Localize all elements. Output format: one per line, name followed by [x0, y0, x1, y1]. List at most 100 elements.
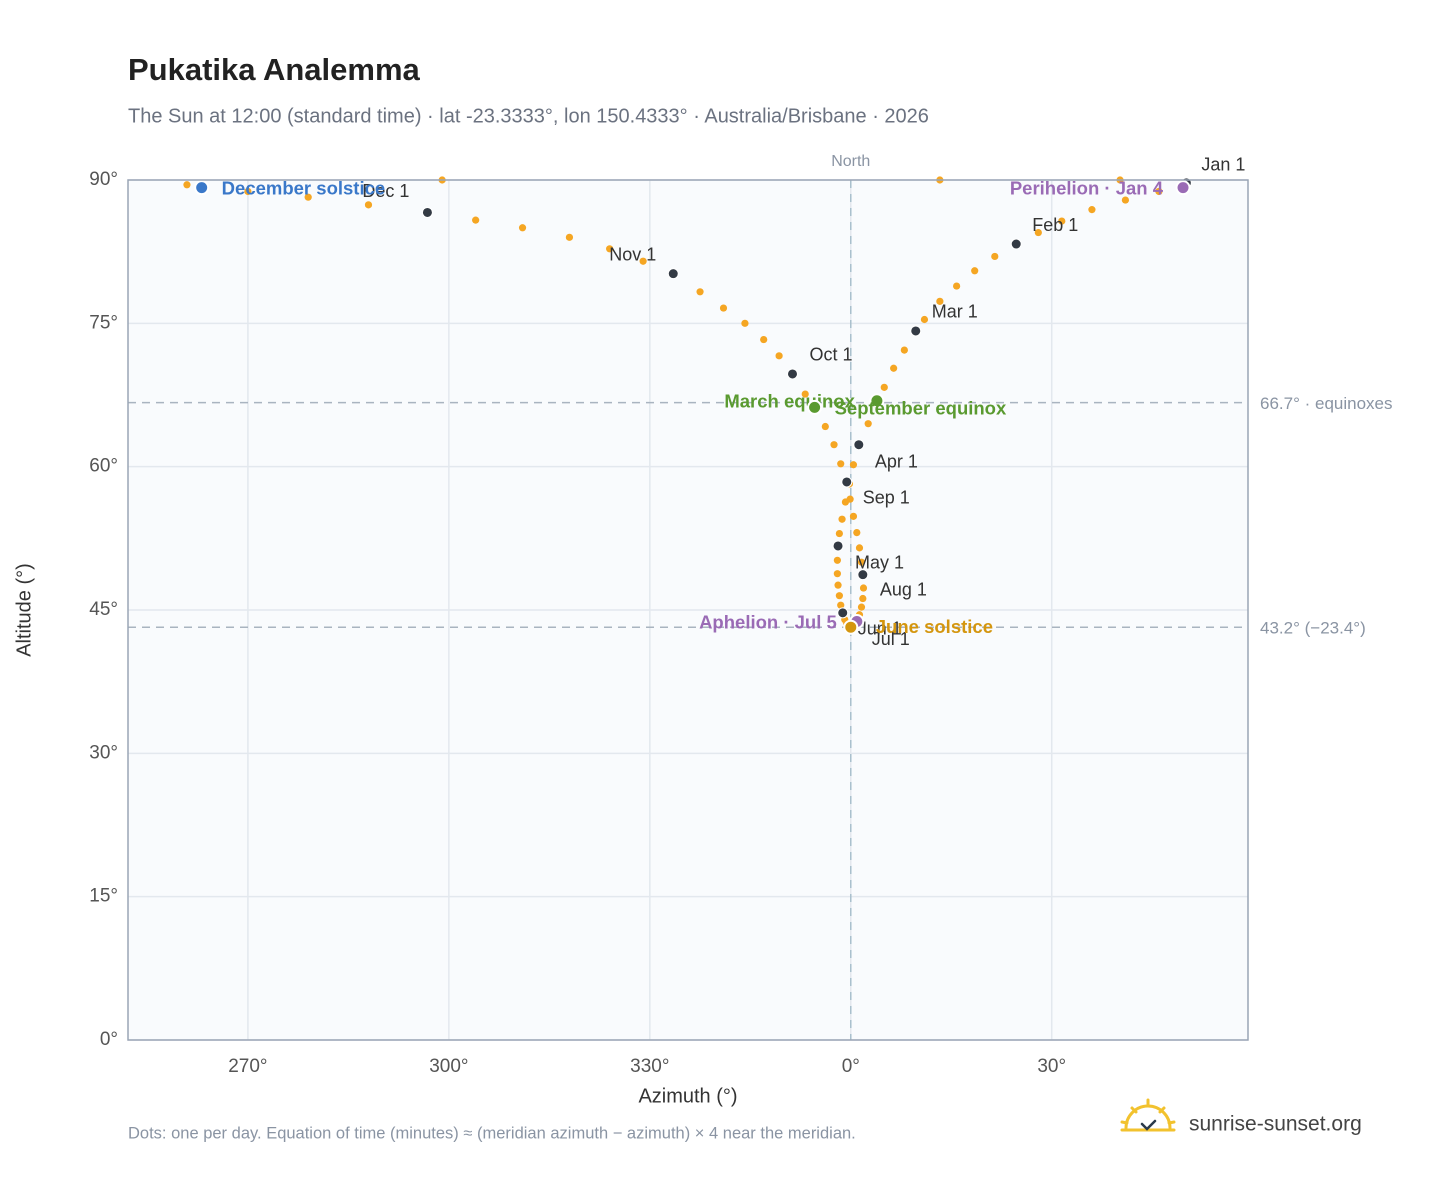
daily-dot: [864, 420, 872, 428]
y-tick-label: 60°: [89, 456, 118, 477]
month-label: Jul 1: [872, 629, 910, 649]
daily-dot: [696, 288, 704, 296]
daily-dot: [760, 335, 768, 344]
month-label: Oct 1: [809, 345, 852, 365]
daily-dot: [775, 352, 783, 360]
daily-dot: [953, 282, 961, 290]
daily-dot: [838, 515, 846, 523]
daily-dot: [244, 187, 252, 196]
reference-lines: [128, 180, 1248, 1040]
month-label: Sep 1: [863, 488, 910, 508]
daily-dot: [183, 181, 191, 189]
month-label: Jun 1: [858, 619, 902, 639]
event-label: December solstice: [222, 178, 386, 199]
month-label: May 1: [855, 553, 904, 573]
month-dot: [786, 368, 798, 380]
daily-dot: [1155, 187, 1163, 196]
daily-dot: [900, 346, 908, 354]
event-dot: [843, 619, 859, 635]
daily-dot: [849, 461, 858, 469]
month-label: Apr 1: [875, 451, 918, 471]
event-dot: [1175, 180, 1191, 196]
footnote: Dots: one per day. Equation of time (min…: [128, 1124, 856, 1142]
y-tick-label: 30°: [89, 742, 118, 763]
month-label: Aug 1: [880, 579, 927, 599]
daily-dot: [833, 570, 841, 578]
x-tick-label: 330°: [630, 1056, 669, 1077]
event-label: Aphelion · Jul 5: [699, 611, 837, 632]
daily-dot: [846, 495, 854, 503]
month-dot: [841, 476, 853, 488]
daily-dot: [920, 315, 929, 324]
daily-dot: [859, 594, 867, 603]
y-tick-label: 15°: [89, 886, 118, 907]
month-dot: [1010, 238, 1022, 250]
daily-dot: [837, 601, 845, 609]
event-dot: [807, 399, 823, 415]
plot-border: [127, 179, 1249, 1041]
daily-dot: [833, 556, 841, 564]
month-label: Jan 1: [1201, 155, 1245, 175]
y-tick-label: 0°: [100, 1029, 118, 1050]
event-dot: [194, 180, 210, 196]
daily-dot: [936, 297, 944, 305]
daily-dot: [855, 544, 864, 552]
month-label: Feb 1: [1032, 215, 1078, 235]
event-label: March equinox: [724, 391, 855, 412]
x-tick-label: 270°: [228, 1056, 267, 1077]
x-tick-label: 30°: [1037, 1056, 1066, 1077]
y-tick-label: 90°: [89, 169, 118, 190]
daily-dot: [849, 512, 858, 520]
month-dot: [667, 268, 679, 280]
daily-dot: [1058, 217, 1066, 225]
daily-dot: [880, 383, 888, 391]
chart-subtitle: The Sun at 12:00 (standard time) · lat -…: [128, 105, 929, 127]
month-label: Nov 1: [609, 244, 656, 264]
daily-dot: [741, 319, 749, 327]
daily-dot: [857, 558, 866, 566]
daily-dot: [606, 245, 614, 253]
daily-dot: [821, 422, 829, 431]
daily-dot: [837, 460, 845, 468]
daily-dot: [991, 252, 999, 261]
daily-dot: [639, 257, 647, 265]
daily-dot: [364, 201, 373, 209]
daily-dot: [835, 592, 843, 600]
month-label: Dec 1: [362, 181, 409, 201]
month-dot: [832, 540, 844, 552]
daily-dot: [1088, 206, 1096, 214]
reference-label: 43.2° (−23.4°): [1260, 619, 1366, 638]
event-label: Perihelion · Jan 4: [1010, 178, 1164, 199]
chart-title: Pukatika Analemma: [128, 52, 421, 87]
daily-dot: [830, 441, 838, 449]
reference-label: North: [831, 153, 870, 170]
y-tick-label: 75°: [89, 312, 118, 333]
brand-logo: [1120, 1098, 1176, 1132]
daily-dot: [835, 529, 843, 538]
month-dot: [853, 439, 865, 451]
event-dot: [869, 393, 885, 409]
daily-dot: [565, 233, 574, 241]
month-dot: [910, 325, 922, 337]
daily-dot: [518, 224, 527, 232]
daily-dot: [304, 193, 312, 201]
daily-dot: [472, 216, 480, 224]
x-tick-label: 0°: [842, 1056, 860, 1077]
reference-label: 66.7° · equinoxes: [1260, 394, 1393, 413]
daily-dot: [859, 584, 868, 592]
daily-dot: [1121, 196, 1130, 204]
daily-dot: [971, 267, 979, 275]
daily-dot: [853, 529, 861, 537]
month-dot: [857, 569, 869, 581]
daily-dot: [1034, 228, 1042, 237]
x-tick-label: 300°: [429, 1056, 468, 1077]
daily-dot: [857, 603, 866, 611]
y-tick-label: 45°: [89, 599, 118, 620]
month-dot: [421, 206, 433, 218]
daily-dot: [719, 304, 728, 312]
month-dot: [837, 607, 849, 619]
event-label: June solstice: [876, 616, 993, 637]
daily-dot: [834, 581, 842, 589]
